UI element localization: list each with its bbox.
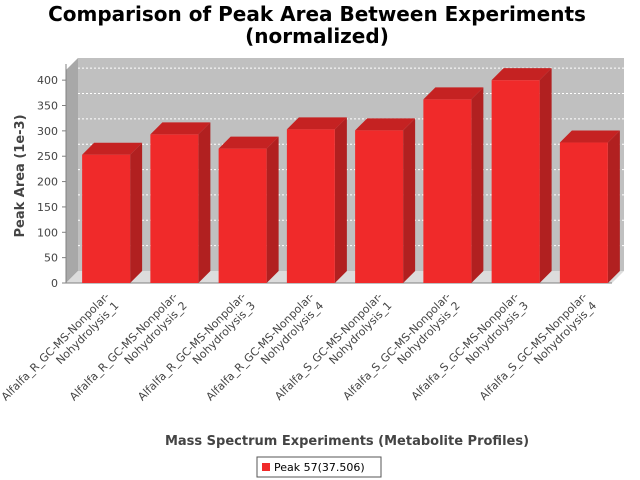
- bar-front: [491, 80, 540, 284]
- legend-box: [256, 456, 382, 478]
- chart-subtitle: (normalized): [245, 24, 389, 48]
- bar-top: [355, 118, 416, 131]
- bar-front: [559, 142, 608, 283]
- y-tick-label: 150: [37, 201, 58, 214]
- x-tick-label: Alfalfa_R_GC-MS-Nonpolar-Nohydrolysis_1: [0, 290, 121, 413]
- bar-side: [403, 118, 416, 283]
- bar-side: [607, 130, 620, 283]
- x-axis-label: Mass Spectrum Experiments (Metabolite Pr…: [165, 434, 529, 449]
- bar-side: [334, 117, 347, 283]
- bar: [218, 136, 279, 283]
- bar-side: [198, 122, 211, 284]
- y-tick-label: 250: [37, 150, 58, 163]
- bar: [150, 122, 211, 284]
- bar-front: [355, 130, 404, 283]
- legend-swatch: [262, 463, 270, 471]
- bar: [355, 118, 416, 283]
- bar-top: [286, 117, 347, 130]
- bar-front: [286, 129, 335, 283]
- bar: [423, 87, 484, 284]
- bar-side: [539, 68, 552, 284]
- bar-top: [150, 122, 211, 135]
- x-tick-labels: Alfalfa_R_GC-MS-Nonpolar-Nohydrolysis_1A…: [0, 290, 599, 413]
- bar-front: [82, 154, 131, 283]
- bar-top: [82, 142, 143, 155]
- legend: Peak 57(37.506): [256, 456, 382, 478]
- legend-label: Peak 57(37.506): [274, 461, 365, 474]
- bar-front: [150, 134, 199, 283]
- y-tick-label: 100: [37, 226, 58, 239]
- bar-top: [218, 136, 279, 149]
- bar-side: [471, 87, 484, 284]
- y-tick-labels: 0 50 100 150 200 250 300 350 400: [37, 74, 58, 290]
- y-tick-label: 300: [37, 125, 58, 138]
- bar-side: [130, 142, 143, 283]
- y-tick-label: 50: [44, 252, 58, 265]
- y-axis-label: Peak Area (1e-3): [13, 114, 28, 237]
- bar: [559, 130, 620, 283]
- bar: [286, 117, 347, 283]
- bar-top: [559, 130, 620, 143]
- y-tick-label: 200: [37, 176, 58, 189]
- bar-front: [218, 148, 267, 283]
- y-tick-label: 350: [37, 100, 58, 113]
- y-tick-label: 400: [37, 74, 58, 87]
- bar-top: [491, 68, 552, 81]
- bar-top: [423, 87, 484, 100]
- bar-front: [423, 99, 472, 284]
- bar: [82, 142, 143, 283]
- y-tick-label: 0: [51, 277, 58, 290]
- chart-title: Comparison of Peak Area Between Experime…: [48, 2, 586, 26]
- gridlines: [78, 67, 624, 247]
- bar-side: [266, 136, 279, 283]
- bars: [82, 68, 620, 284]
- bar: [491, 68, 552, 284]
